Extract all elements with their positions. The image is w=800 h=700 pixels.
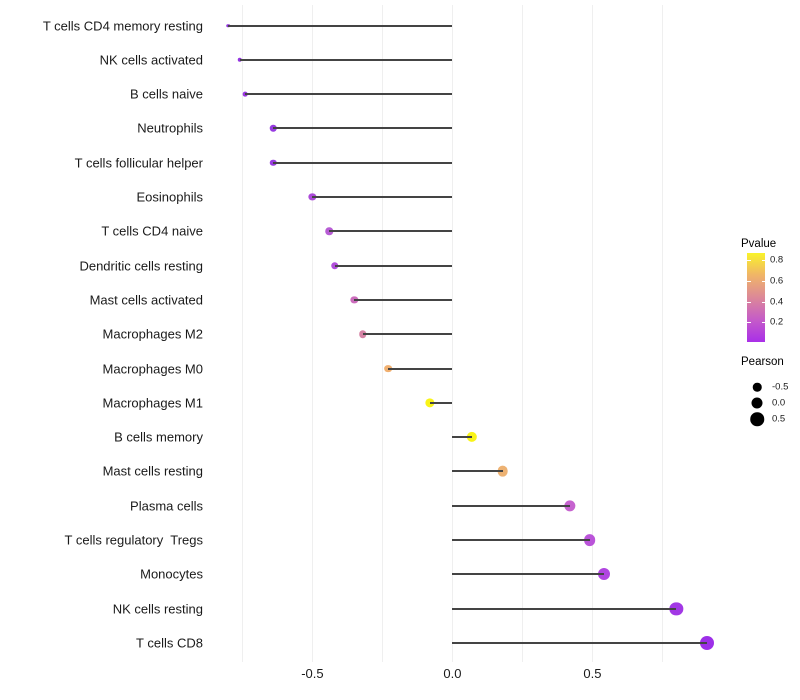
x-axis-tick-label: 0.5	[583, 666, 602, 681]
lollipop-stem	[452, 573, 604, 576]
gridline	[452, 5, 454, 662]
lollipop-stem	[354, 298, 453, 301]
y-axis-category-label: T cells CD8	[136, 635, 203, 651]
lollipop-stem	[452, 607, 677, 610]
y-axis-category-label: Eosinophils	[136, 189, 204, 205]
lollipop-stem	[388, 367, 453, 370]
data-point-dot	[564, 500, 576, 512]
lollipop-stem	[452, 641, 708, 644]
y-axis-category-label: Macrophages M1	[102, 395, 203, 411]
pvalue-tick-label: 0.2	[770, 316, 784, 328]
colorbar-tick-mark	[761, 281, 765, 283]
gridline	[312, 5, 314, 662]
pvalue-legend: Pvalue 0.8 0.6 0.4 0.2	[741, 238, 783, 342]
colorbar-tick-mark	[747, 301, 751, 303]
lollipop-stem	[312, 196, 453, 198]
lollipop-stem	[273, 127, 453, 130]
pvalue-tick-label: 0.8	[770, 254, 784, 266]
y-axis-category-label: Dendritic cells resting	[79, 258, 203, 274]
colorbar-tick-mark	[747, 260, 751, 262]
pvalue-tick-label: 0.4	[770, 296, 784, 308]
y-axis-category-label: Neutrophils	[137, 120, 203, 136]
data-point-dot	[497, 466, 509, 477]
pearson-size-dot	[752, 382, 762, 392]
pearson-size-legend: Pearson -0.5 0.0 0.5	[741, 356, 788, 426]
gridline	[592, 5, 594, 662]
gridline	[522, 5, 524, 662]
pearson-size-label: 0.0	[772, 397, 786, 409]
y-axis-category-label: NK cells resting	[112, 601, 203, 617]
y-axis-category-label: B cells memory	[114, 429, 203, 445]
colorbar-tick-mark	[761, 301, 765, 303]
y-axis-category-label: B cells naive	[130, 86, 203, 102]
y-axis-category-label: NK cells activated	[99, 52, 203, 68]
lollipop-stem	[334, 264, 453, 267]
colorbar-tick-mark	[747, 321, 751, 323]
y-axis-category-label: Macrophages M2	[102, 326, 203, 342]
y-axis-category-label: Mast cells resting	[102, 463, 203, 479]
y-axis-category-label: Macrophages M0	[102, 361, 203, 376]
lollipop-stem	[228, 24, 453, 27]
pearson-legend-title: Pearson	[741, 356, 784, 368]
data-point-dot	[700, 635, 715, 650]
colorbar-tick-mark	[761, 260, 765, 262]
lollipop-stem	[430, 401, 453, 404]
y-axis-category-label: T cells CD4 memory resting	[42, 18, 203, 33]
colorbar-tick-mark	[761, 321, 765, 323]
y-axis-category-label: T cells CD4 naive	[101, 223, 203, 239]
pearson-size-label: -0.5	[772, 381, 789, 393]
lollipop-stem	[329, 230, 453, 233]
lollipop-stem	[452, 436, 472, 439]
pvalue-colorbar	[747, 253, 765, 342]
pvalue-legend-title: Pvalue	[741, 238, 777, 250]
lollipop-stem	[452, 470, 503, 473]
gridline	[242, 5, 244, 662]
pvalue-tick-label: 0.6	[770, 275, 784, 287]
data-point-dot	[597, 568, 610, 581]
x-axis-tick-label: 0.0	[443, 666, 462, 681]
colorbar-tick-mark	[747, 281, 751, 283]
pearson-size-label: 0.5	[772, 413, 786, 425]
lollipop-stem	[245, 93, 453, 96]
pearson-size-dot	[751, 397, 763, 409]
pearson-size-dot	[750, 412, 764, 426]
lollipop-stem	[362, 333, 453, 336]
data-point-dot	[669, 601, 684, 616]
y-axis-category-label: Plasma cells	[130, 498, 203, 514]
data-point-dot	[466, 431, 478, 443]
y-axis-category-label: Monocytes	[140, 566, 203, 582]
gridline	[662, 5, 664, 662]
x-axis-tick-label: -0.5	[301, 666, 324, 681]
lollipop-stem	[239, 58, 453, 61]
lollipop-stem	[273, 161, 453, 164]
lollipop-stem	[452, 539, 590, 541]
y-axis-category-label: T cells follicular helper	[74, 155, 203, 171]
lollipop-stem	[452, 504, 570, 507]
data-point-dot	[583, 534, 596, 546]
y-axis-category-label: T cells regulatory Tregs	[64, 532, 203, 548]
y-axis-category-label: Mast cells activated	[89, 292, 203, 308]
